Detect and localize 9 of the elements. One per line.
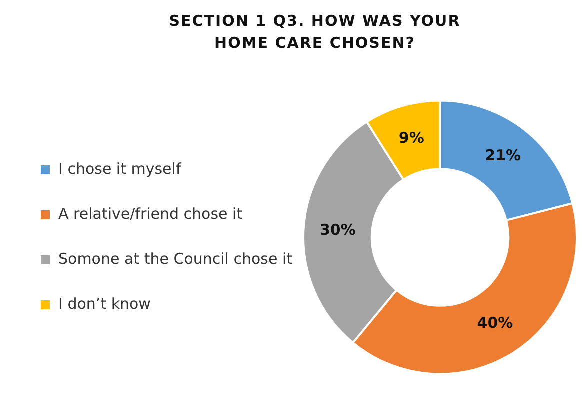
data-label: 40%	[477, 314, 514, 332]
legend-label: I chose it myself	[58, 160, 182, 178]
data-label: 21%	[485, 146, 522, 164]
data-label: 30%	[320, 220, 356, 239]
data-label: 9%	[398, 128, 424, 147]
legend-label: Somone at the Council chose it	[58, 250, 293, 268]
legend-label: I don’t know	[58, 294, 151, 313]
legend-label: A relative/friend chose it	[58, 204, 243, 223]
chart-title: SECTION 1 Q3. HOW WAS YOUR HOME CARE CHOSEN?	[168, 11, 462, 54]
